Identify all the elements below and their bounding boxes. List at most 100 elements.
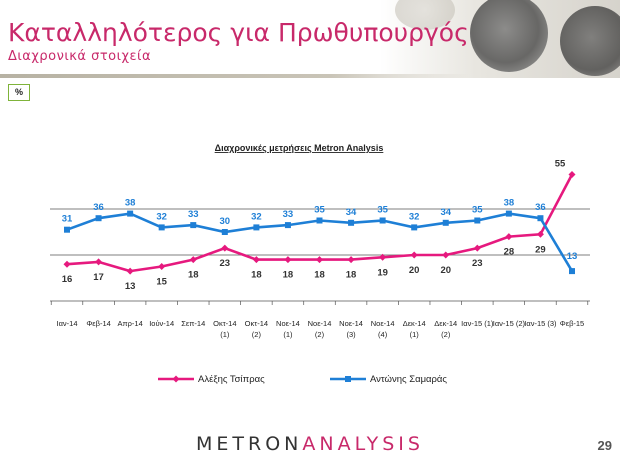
decorative-lens bbox=[560, 6, 620, 76]
data-label: 36 bbox=[93, 202, 104, 213]
data-label: 33 bbox=[283, 209, 294, 220]
chart-title: Διαχρονικές μετρήσεις Metron Analysis bbox=[215, 143, 384, 153]
x-tick-label: Απρ-14 bbox=[117, 319, 142, 328]
legend-marker bbox=[172, 375, 180, 383]
decorative-lens bbox=[470, 0, 548, 72]
data-label: 20 bbox=[409, 265, 420, 276]
data-label: 35 bbox=[377, 205, 388, 216]
data-point bbox=[442, 251, 450, 259]
data-point bbox=[442, 219, 449, 226]
data-point bbox=[158, 224, 165, 231]
data-point bbox=[379, 217, 386, 224]
x-tick-label: (2) bbox=[315, 330, 325, 339]
data-point bbox=[348, 219, 355, 226]
data-point bbox=[284, 222, 291, 229]
x-tick-label: Ιαν-14 bbox=[56, 319, 77, 328]
data-label: 28 bbox=[504, 247, 515, 258]
data-label: 16 bbox=[62, 274, 73, 285]
data-label: 13 bbox=[125, 281, 136, 292]
data-label: 34 bbox=[440, 207, 451, 218]
metron-analysis-logo: METRONANALYSIS bbox=[196, 433, 424, 455]
data-label: 18 bbox=[188, 270, 199, 281]
data-label: 38 bbox=[125, 198, 136, 209]
page-number: 29 bbox=[597, 438, 612, 453]
data-point bbox=[95, 215, 102, 222]
data-point bbox=[126, 267, 134, 275]
x-tick-label: Οκτ-14 bbox=[213, 319, 236, 328]
data-label: 34 bbox=[346, 207, 357, 218]
x-tick-label: Νοε-14 bbox=[308, 319, 332, 328]
data-point bbox=[95, 258, 103, 266]
unit-badge: % bbox=[8, 84, 30, 101]
data-label: 17 bbox=[93, 272, 104, 283]
x-tick-label: (1) bbox=[410, 330, 420, 339]
data-point bbox=[127, 210, 134, 217]
page-title: Καταλληλότερος για Πρωθυπουργός bbox=[8, 18, 469, 47]
data-point bbox=[63, 260, 71, 268]
data-label: 38 bbox=[504, 198, 515, 209]
x-tick-label: (3) bbox=[346, 330, 356, 339]
data-point bbox=[411, 224, 418, 231]
data-label: 35 bbox=[314, 205, 325, 216]
data-label: 32 bbox=[251, 211, 262, 222]
x-tick-label: Δεκ-14 bbox=[434, 319, 457, 328]
x-tick-label: Νοε-14 bbox=[276, 319, 300, 328]
x-tick-label: Δεκ-14 bbox=[403, 319, 426, 328]
data-label: 32 bbox=[409, 211, 420, 222]
data-label: 35 bbox=[472, 205, 483, 216]
data-label: 36 bbox=[535, 202, 546, 213]
data-label: 29 bbox=[535, 244, 546, 255]
x-tick-label: Ιαν-15 (2) bbox=[493, 319, 526, 328]
data-label: 13 bbox=[567, 251, 578, 262]
data-point bbox=[568, 171, 576, 178]
data-point bbox=[221, 229, 228, 235]
data-point bbox=[221, 244, 229, 252]
data-point bbox=[505, 210, 512, 217]
data-point bbox=[537, 215, 544, 222]
data-label: 20 bbox=[440, 265, 451, 276]
data-point bbox=[347, 256, 355, 264]
data-label: 23 bbox=[220, 258, 231, 269]
x-tick-label: (1) bbox=[220, 330, 230, 339]
x-tick-label: (2) bbox=[252, 330, 262, 339]
data-point bbox=[536, 230, 544, 238]
data-point bbox=[316, 217, 323, 224]
data-label: 30 bbox=[220, 216, 231, 227]
data-label: 15 bbox=[156, 277, 167, 288]
x-tick-label: Νοε-14 bbox=[371, 319, 395, 328]
data-label: 31 bbox=[62, 214, 73, 225]
header-divider bbox=[0, 74, 470, 78]
data-point bbox=[189, 256, 197, 264]
data-point bbox=[505, 233, 513, 241]
x-tick-label: Νοε-14 bbox=[339, 319, 363, 328]
data-point bbox=[569, 268, 575, 275]
data-point bbox=[64, 226, 70, 233]
legend-marker bbox=[345, 376, 351, 382]
data-label: 18 bbox=[314, 270, 325, 281]
data-label: 18 bbox=[283, 270, 294, 281]
data-point bbox=[158, 263, 166, 270]
x-tick-label: Φεβ-15 bbox=[560, 319, 584, 328]
data-point bbox=[473, 244, 481, 252]
x-tick-label: Ιαν-15 (1) bbox=[461, 319, 494, 328]
x-tick-label: Ιούν-14 bbox=[149, 319, 174, 328]
x-tick-label: Οκτ-14 bbox=[245, 319, 268, 328]
x-tick-label: (2) bbox=[441, 330, 451, 339]
data-label: 33 bbox=[188, 209, 199, 220]
data-label: 18 bbox=[346, 270, 357, 281]
page-subtitle: Διαχρονικά στοιχεία bbox=[8, 49, 152, 64]
data-label: 19 bbox=[377, 267, 388, 278]
data-point bbox=[190, 222, 197, 229]
x-tick-label: (1) bbox=[283, 330, 293, 339]
x-tick-label: Σεπ-14 bbox=[181, 319, 205, 328]
legend-label: Αλέξης Τσίπρας bbox=[198, 374, 265, 385]
x-tick-label: Ιαν-15 (3) bbox=[524, 319, 557, 328]
data-point bbox=[252, 256, 260, 264]
data-point bbox=[316, 256, 323, 264]
legend-label: Αντώνης Σαμαράς bbox=[370, 374, 447, 385]
data-point bbox=[253, 224, 260, 231]
header: Καταλληλότερος για Πρωθυπουργός Διαχρονι… bbox=[0, 0, 620, 78]
data-label: 32 bbox=[156, 211, 167, 222]
data-point bbox=[474, 217, 481, 224]
